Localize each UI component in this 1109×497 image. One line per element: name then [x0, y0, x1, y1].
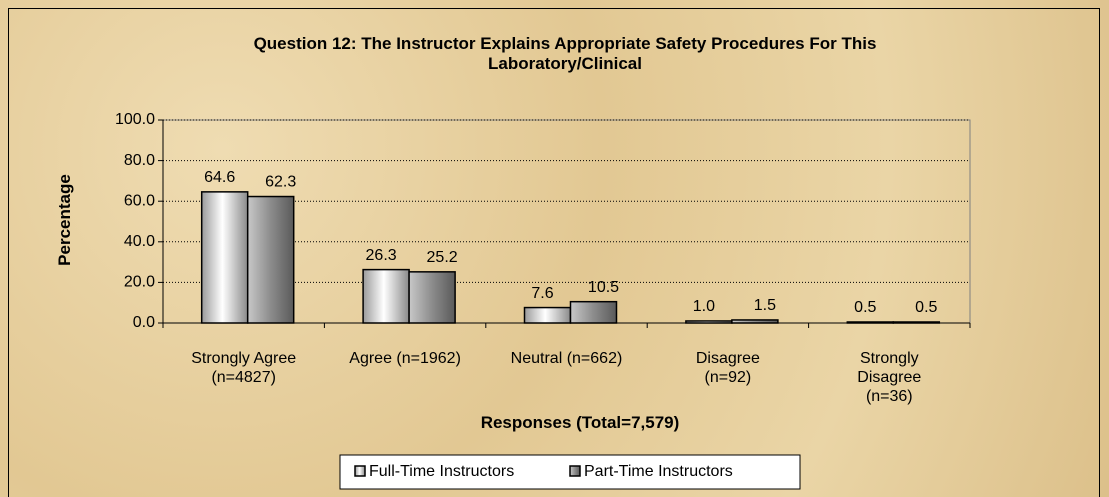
- bar: [362, 268, 410, 324]
- bar: [200, 191, 249, 324]
- data-label: 10.5: [588, 279, 619, 296]
- data-label: 25.2: [427, 249, 458, 266]
- bar: [846, 321, 895, 324]
- legend-label: Part-Time Instructors: [584, 463, 733, 480]
- data-label: 1.5: [754, 297, 776, 314]
- bar: [523, 306, 572, 324]
- legend-swatch: [569, 465, 581, 477]
- data-label: 0.5: [854, 299, 876, 316]
- legend-label: Full-Time Instructors: [369, 463, 514, 480]
- bar: [246, 195, 295, 324]
- bar: [569, 300, 618, 324]
- y-tick-label: 0.0: [133, 314, 155, 331]
- y-tick-label: 40.0: [124, 233, 155, 250]
- chart-frame: [8, 8, 1100, 497]
- data-label: 26.3: [366, 247, 397, 264]
- y-tick-label: 20.0: [124, 274, 155, 291]
- bar: [408, 271, 456, 324]
- data-label: 1.0: [693, 298, 715, 315]
- y-axis-label: Percentage: [55, 174, 74, 266]
- data-label: 0.5: [915, 299, 937, 316]
- chart-title: Question 12: The Instructor Explains App…: [253, 34, 877, 73]
- data-label: 64.6: [204, 169, 235, 186]
- x-tick-label: Strongly Disagree (n=36): [857, 350, 922, 405]
- bar: [685, 320, 733, 324]
- data-label: 62.3: [265, 174, 296, 191]
- bar: [892, 321, 941, 324]
- x-axis-label: Responses (Total=7,579): [480, 413, 680, 432]
- y-tick-label: 80.0: [124, 152, 155, 169]
- data-label: 7.6: [531, 285, 553, 302]
- x-tick-label: Neutral (n=662): [510, 350, 623, 367]
- y-tick-label: 100.0: [115, 111, 155, 128]
- x-tick-label: Disagree (n=92): [695, 350, 760, 386]
- bar: [731, 319, 779, 324]
- y-tick-label: 60.0: [124, 192, 155, 209]
- x-tick-label: Agree (n=1962): [349, 350, 461, 367]
- legend-swatch: [354, 465, 366, 477]
- x-tick-label: Strongly Agree (n=4827): [191, 350, 297, 386]
